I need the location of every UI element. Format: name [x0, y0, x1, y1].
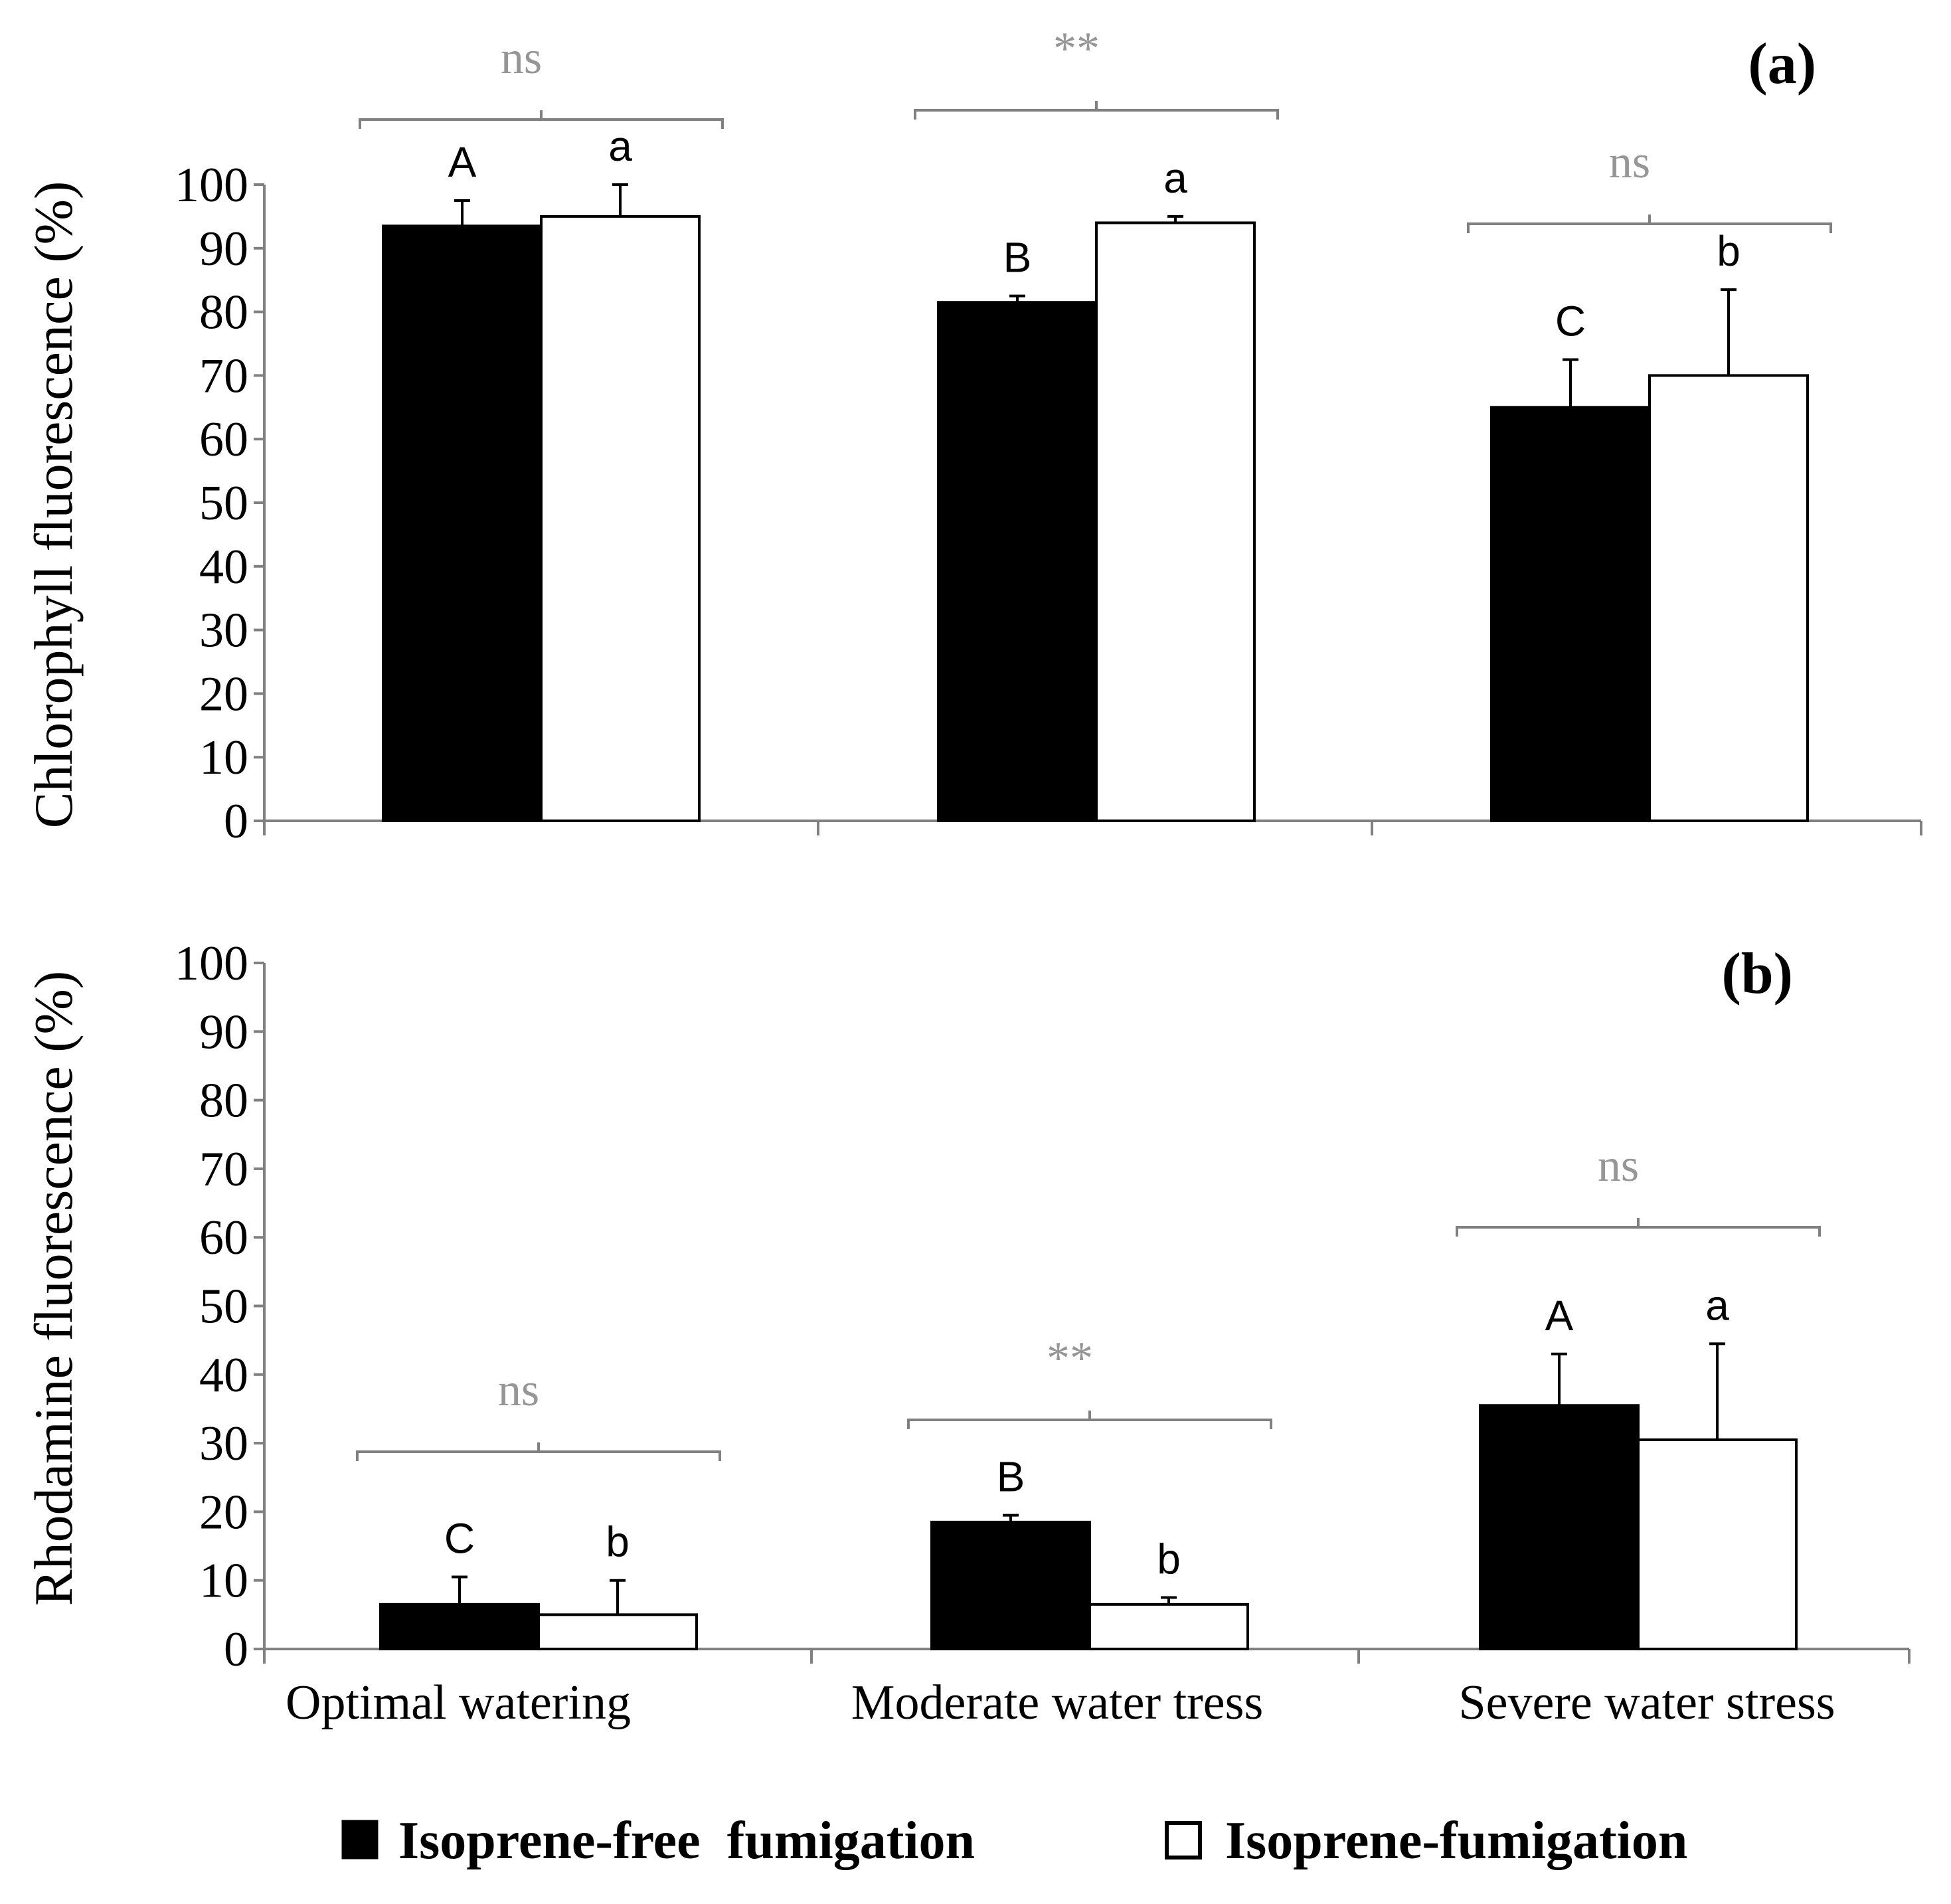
bar-isoprene-free-2 [1490, 406, 1651, 822]
bar-isoprene-1 [1088, 1602, 1249, 1650]
bar-isoprene-free-2 [1479, 1404, 1640, 1650]
panel-b-y-axis-title: Rhodamine fluorescence (%) [23, 971, 84, 1606]
y-tick-label: 80 [199, 286, 248, 340]
y-tick-label: 0 [224, 1622, 248, 1677]
y-tick-label: 80 [199, 1074, 248, 1128]
y-tick-label: 20 [199, 1485, 248, 1539]
bar-isoprene-1 [1095, 221, 1256, 823]
significance-bracket [907, 1411, 1272, 1429]
panel-a-tag: (a) [1748, 32, 1816, 96]
panel-a-chart: (a) Chlorophyll fluorescence (%) 0 10 20 30… [23, 23, 1922, 849]
bar-isoprene-0 [537, 1613, 698, 1651]
significance-label: ** [1047, 1333, 1093, 1384]
significance-letter: b [1717, 227, 1740, 275]
y-tick-label: 40 [199, 540, 248, 594]
significance-letter: A [1545, 1292, 1574, 1340]
panel-a-y-axis-title: Chlorophyll fluorescence (%) [23, 181, 84, 829]
significance-letter: B [997, 1453, 1025, 1501]
legend-label-isoprene-free: Isoprene-free fumigation [398, 1812, 975, 1870]
y-tick-label: 20 [199, 667, 248, 721]
category-label: Severe water stress [1458, 1676, 1835, 1730]
legend-swatch-isoprene [1165, 1821, 1202, 1860]
significance-bracket [914, 101, 1279, 120]
significance-bracket [1456, 1218, 1821, 1237]
y-tick-label: 90 [199, 222, 248, 276]
y-tick-label: 60 [199, 1211, 248, 1265]
significance-letter: a [1705, 1281, 1729, 1329]
significance-letter: a [1163, 154, 1187, 202]
category-label: Optimal watering [286, 1676, 631, 1730]
bar-isoprene-free-1 [930, 1520, 1091, 1651]
significance-label: ns [501, 33, 542, 84]
y-tick-label: 40 [199, 1348, 248, 1403]
significance-letter: B [1003, 234, 1032, 282]
significance-label: ** [1053, 23, 1100, 74]
significance-bracket [356, 1442, 721, 1461]
y-tick-label: 0 [224, 794, 248, 849]
bar-isoprene-2 [1648, 374, 1809, 822]
y-tick-label: 50 [199, 1280, 248, 1334]
significance-letter: b [606, 1518, 630, 1566]
y-tick-label: 30 [199, 604, 248, 658]
bar-isoprene-free-0 [379, 1602, 540, 1650]
significance-letter: b [1157, 1535, 1181, 1583]
significance-letter: C [444, 1515, 475, 1563]
significance-label: ns [1598, 1140, 1639, 1191]
legend: Isoprene-free fumigation Isoprene-fumiga… [341, 1812, 1687, 1870]
significance-bracket [1467, 215, 1832, 233]
y-tick-label: 10 [199, 1554, 248, 1608]
y-tick-label: 10 [199, 731, 248, 785]
panel-b-tag: (b) [1721, 942, 1793, 1006]
legend-label-isoprene: Isoprene-fumigation [1225, 1812, 1687, 1870]
x-axis-category-labels: Optimal watering Moderate water tress Seve… [286, 1676, 1835, 1730]
y-tick-label: 60 [199, 412, 248, 467]
significance-label: ns [498, 1365, 539, 1416]
bar-isoprene-0 [540, 215, 701, 822]
y-tick-label: 30 [199, 1417, 248, 1471]
significance-letter: a [608, 122, 632, 170]
panel-b-chart: (b) Rhodamine fluorescence (%) 0 10 20 30 40… [23, 936, 1910, 1677]
category-label: Moderate water tress [851, 1676, 1264, 1730]
significance-letter: C [1555, 297, 1586, 345]
y-tick-label: 50 [199, 476, 248, 531]
legend-swatch-isoprene-free [341, 1820, 379, 1860]
significance-letter: A [448, 138, 477, 186]
significance-label: ns [1609, 137, 1650, 188]
bar-isoprene-free-0 [382, 224, 543, 822]
y-tick-label: 100 [175, 936, 248, 991]
y-tick-label: 70 [199, 349, 248, 403]
significance-bracket [359, 110, 724, 129]
y-tick-label: 70 [199, 1142, 248, 1197]
y-tick-label: 100 [175, 158, 248, 213]
y-tick-label: 90 [199, 1005, 248, 1059]
bar-isoprene-free-1 [937, 301, 1098, 823]
bar-isoprene-2 [1637, 1438, 1798, 1651]
